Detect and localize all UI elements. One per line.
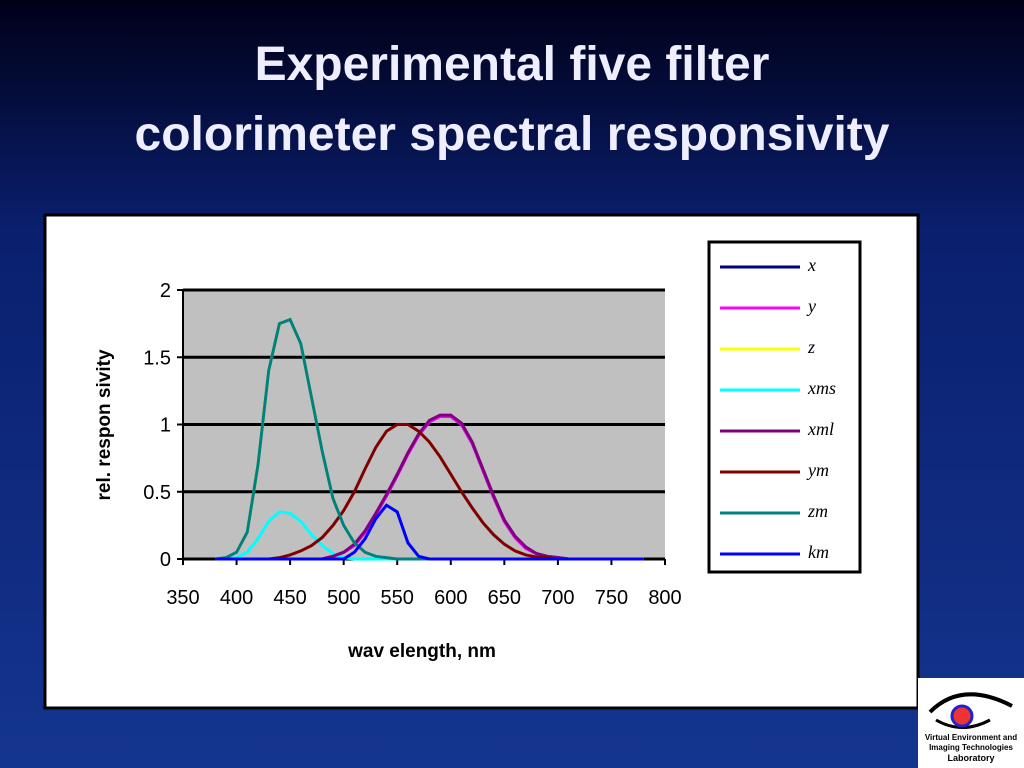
x-tick-label: 800	[648, 587, 681, 609]
legend-label: x	[807, 255, 816, 275]
series-line	[215, 503, 644, 561]
legend-label: y	[806, 296, 816, 316]
y-tick-label: 1.5	[143, 347, 171, 369]
y-tick-label: 2	[160, 280, 171, 302]
x-tick-label: 500	[327, 587, 360, 609]
y-tick-label: 0.5	[143, 482, 171, 504]
x-tick-label: 600	[434, 587, 467, 609]
y-tick-label: 1	[160, 415, 171, 437]
x-tick-label: 550	[381, 587, 414, 609]
slide-title: Experimental five filter	[255, 38, 770, 91]
logo-text: Imaging Technologies	[929, 743, 1013, 752]
legend-label: z	[807, 337, 815, 357]
legend-label: xms	[807, 378, 836, 398]
logo-text: Laboratory	[947, 753, 994, 763]
x-tick-label: 750	[595, 587, 628, 609]
x-tick-label: 700	[541, 587, 574, 609]
x-tick-label: 350	[166, 587, 199, 609]
logo-eye	[928, 692, 1013, 714]
chart: 0 0.5 1 1.5 2 350 400 450 500 550 600 650 700 750 800 x…	[143, 255, 836, 609]
x-axis-label: wav elength, nm	[347, 641, 496, 662]
legend-box	[707, 240, 862, 574]
logo-iris	[950, 704, 974, 728]
logo-text: Virtual Environment and	[925, 733, 1017, 742]
legend-label: zm	[807, 501, 828, 521]
legend-label: km	[808, 542, 829, 562]
y-axis-label: rel. respon sivity	[94, 349, 115, 500]
legend-label: ym	[806, 460, 829, 480]
x-tick-label: 650	[488, 587, 521, 609]
slide-title: colorimeter spectral responsivity	[135, 108, 890, 161]
x-tick-label: 450	[273, 587, 306, 609]
logo-eye	[935, 718, 991, 729]
x-tick-label: 400	[220, 587, 253, 609]
y-tick-label: 0	[160, 549, 171, 571]
legend-label: xml	[807, 419, 834, 439]
